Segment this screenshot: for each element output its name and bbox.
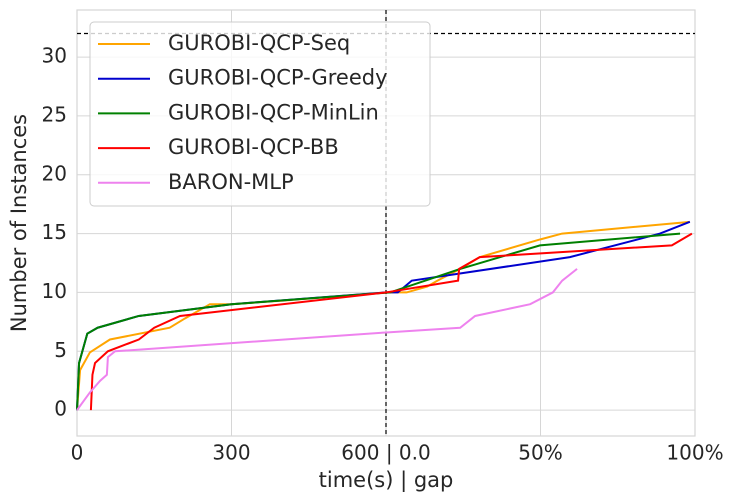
legend: GUROBI-QCP-Seq GUROBI-QCP-Greedy GUROBI-QC… — [89, 21, 431, 207]
y-tick-label: 0 — [54, 397, 67, 421]
y-tick-label: 30 — [42, 44, 67, 68]
legend-label: GUROBI-QCP-MinLin — [168, 100, 379, 124]
x-tick-label: 0 — [71, 441, 84, 465]
y-tick-label: 15 — [42, 220, 67, 244]
legend-box — [89, 21, 431, 207]
y-tick-label: 5 — [54, 338, 67, 362]
x-tick-label: 50% — [518, 441, 562, 465]
legend-label: BARON-MLP — [168, 170, 294, 194]
series-line — [76, 268, 578, 411]
x-tick-label: 600 | 0.0 — [341, 441, 430, 465]
x-tick-label: 100% — [666, 441, 723, 465]
legend-label: GUROBI-QCP-Greedy — [168, 66, 388, 90]
series-line — [76, 232, 681, 411]
series-line — [89, 232, 693, 411]
y-tick-label: 10 — [42, 279, 67, 303]
legend-label: GUROBI-QCP-Seq — [168, 31, 350, 55]
x-tick-label: 300 — [212, 441, 250, 465]
y-tick-label: 20 — [42, 161, 67, 185]
y-axis-label: Number of Instances — [7, 114, 31, 332]
y-tick-label: 25 — [42, 102, 67, 126]
legend-label: GUROBI-QCP-BB — [168, 135, 339, 159]
x-axis-label: time(s) | gap — [319, 468, 454, 493]
